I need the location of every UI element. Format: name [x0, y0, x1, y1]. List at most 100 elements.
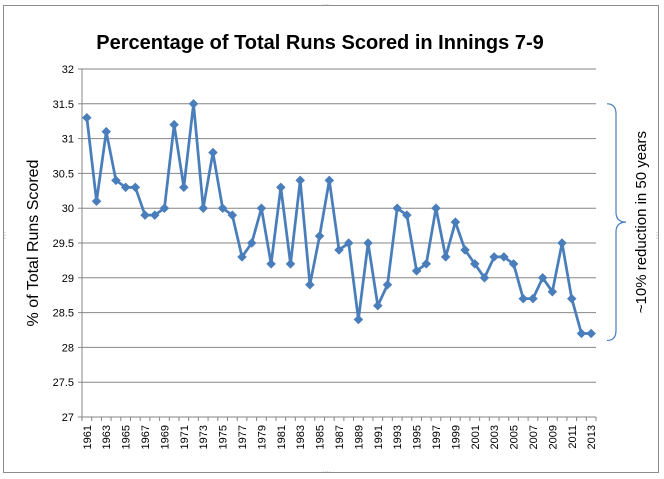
data-point	[324, 175, 335, 186]
x-tick-label: 2005	[509, 425, 521, 449]
x-tick-label: 1969	[159, 425, 171, 449]
x-tick-label: 2011	[567, 425, 579, 449]
data-point	[285, 259, 296, 269]
y-tick-label: 31.5	[53, 99, 74, 111]
data-point	[295, 175, 306, 186]
data-point	[169, 119, 179, 130]
x-tick-label: 2001	[470, 425, 482, 449]
x-tick-label: 1963	[101, 425, 113, 449]
data-point	[130, 182, 141, 193]
axes	[78, 68, 597, 421]
data-point	[188, 98, 199, 109]
data-point	[140, 210, 150, 221]
data-point	[382, 279, 393, 290]
data-point	[566, 293, 577, 304]
data-point	[343, 238, 354, 248]
y-tick-label: 30.5	[53, 168, 74, 180]
data-point	[479, 272, 490, 283]
x-tick-label: 1971	[179, 425, 191, 449]
x-tick-label: 1991	[373, 425, 385, 449]
data-point	[518, 293, 529, 304]
data-point	[363, 238, 373, 248]
y-axis-title: % of Total Runs Scored	[25, 160, 42, 327]
data-point	[469, 259, 480, 269]
annotation-label: ~10% reduction in 50 years	[633, 131, 650, 313]
x-tick-label: 2009	[547, 425, 559, 449]
y-tick-label: 28	[62, 342, 74, 354]
y-tick-label: 27	[62, 412, 74, 424]
x-tick-label: 2007	[528, 425, 540, 449]
data-point	[402, 210, 412, 221]
brace-path	[606, 103, 627, 342]
data-point	[256, 203, 267, 214]
y-tick-label: 30	[62, 203, 74, 215]
data-point	[178, 182, 189, 193]
x-tick-label: 1979	[256, 425, 268, 449]
data-point	[353, 314, 364, 325]
data-point	[208, 147, 218, 158]
x-tick-label: 2013	[586, 425, 598, 449]
y-axis-tick-labels: 27 27.5 28 28.5 29 29.5 30 30.5 31 31.5 32	[53, 64, 74, 424]
x-tick-label: 1987	[334, 425, 346, 449]
x-tick-label: 1967	[140, 425, 152, 449]
data-point	[440, 252, 451, 262]
x-tick-label: 1983	[295, 425, 307, 449]
data-point	[91, 196, 102, 207]
data-point	[237, 252, 247, 262]
x-tick-label: 1995	[412, 425, 424, 449]
data-point	[499, 252, 509, 262]
data-point	[392, 203, 403, 214]
y-tick-label: 28.5	[53, 308, 74, 320]
y-tick-label: 31	[62, 134, 74, 146]
data-point	[528, 293, 538, 304]
x-tick-label: 1985	[315, 425, 327, 449]
y-tick-label: 29	[62, 273, 74, 285]
x-tick-label: 1965	[121, 425, 133, 449]
x-tick-label: 2003	[489, 425, 501, 449]
data-point	[576, 328, 587, 339]
resize-handle-bottom[interactable]: ∙∙∙∙	[322, 467, 331, 476]
data-point	[450, 217, 461, 227]
data-point	[547, 286, 558, 297]
data-point	[198, 203, 209, 214]
data-point	[411, 265, 422, 276]
x-tick-label: 1981	[276, 425, 288, 449]
data-point	[586, 328, 597, 339]
data-point	[305, 279, 315, 290]
data-point	[431, 203, 441, 214]
x-tick-label: 1993	[392, 425, 404, 449]
y-tick-label: 29.5	[53, 238, 74, 250]
annotation-brace	[606, 103, 627, 342]
y-tick-label: 27.5	[53, 377, 74, 389]
data-point	[508, 259, 519, 269]
data-point	[81, 112, 92, 123]
data-point	[266, 259, 276, 269]
data-point	[334, 245, 344, 255]
data-point	[275, 182, 286, 193]
data-point	[159, 203, 170, 214]
data-point	[111, 175, 121, 186]
data-point	[149, 210, 160, 221]
line-chart: Percentage of Total Runs Scored in Innin…	[25, 32, 650, 449]
resize-handle-right[interactable]: ⋮	[653, 231, 661, 240]
data-point	[246, 238, 257, 248]
resize-handle-top[interactable]: ∙∙∙∙	[322, 0, 331, 9]
resize-handle-left[interactable]: ⋮	[1, 231, 9, 240]
y-tick-label: 32	[62, 64, 74, 76]
data-series	[81, 98, 597, 339]
x-tick-label: 1961	[82, 425, 94, 449]
chart-title: Percentage of Total Runs Scored in Innin…	[96, 32, 543, 54]
data-point	[227, 210, 238, 221]
data-point	[372, 300, 383, 311]
data-point	[421, 259, 432, 269]
x-tick-label: 1977	[237, 425, 249, 449]
data-point	[314, 231, 325, 241]
data-point	[120, 182, 131, 193]
x-tick-label: 1999	[450, 425, 462, 449]
data-point	[460, 245, 470, 255]
x-tick-label: 1975	[218, 425, 230, 449]
data-point	[557, 238, 567, 248]
data-point	[489, 252, 500, 262]
x-tick-label: 1989	[353, 425, 365, 449]
